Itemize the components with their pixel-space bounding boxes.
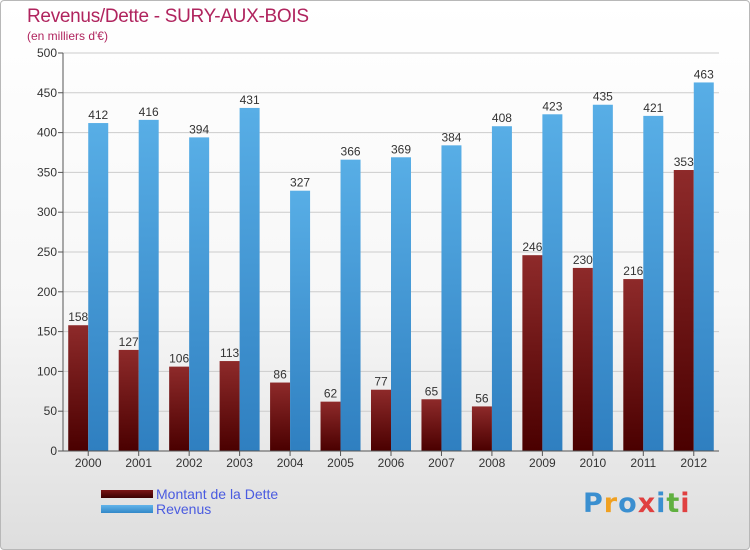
bar-debt <box>421 399 442 451</box>
data-label-revenus: 327 <box>290 176 310 190</box>
legend-label-debt: Montant de la Dette <box>156 486 279 502</box>
y-tick-label: 450 <box>37 86 57 100</box>
x-tick-label: 2010 <box>579 456 606 470</box>
bar-revenus <box>542 114 563 452</box>
bar-revenus <box>592 104 613 452</box>
data-label-revenus: 384 <box>441 130 461 144</box>
logo-letter: r <box>603 488 619 519</box>
bar-revenus <box>290 190 311 451</box>
logo-letter: i <box>656 488 667 519</box>
legend-label-revenus: Revenus <box>156 501 212 517</box>
legend-swatch-debt <box>101 490 153 498</box>
x-tick-label: 2008 <box>479 456 506 470</box>
x-tick-label: 2006 <box>378 456 405 470</box>
data-label-debt: 106 <box>169 352 189 366</box>
data-label-debt: 127 <box>119 335 139 349</box>
bar-revenus <box>239 107 260 451</box>
bar-debt <box>572 267 593 451</box>
data-label-debt: 158 <box>68 310 88 324</box>
data-label-revenus: 394 <box>189 122 209 136</box>
data-label-revenus: 435 <box>593 90 613 104</box>
bar-revenus <box>340 159 361 451</box>
bar-debt <box>623 279 644 451</box>
logo-letter: x <box>637 488 657 519</box>
data-label-revenus: 416 <box>139 105 159 119</box>
data-label-revenus: 412 <box>88 108 108 122</box>
chart-title: Revenus/Dette - SURY-AUX-BOIS <box>27 6 309 27</box>
y-tick-label: 200 <box>37 285 57 299</box>
x-tick-label: 2011 <box>630 456 656 470</box>
logo-letter: i <box>680 488 691 519</box>
logo-letter: o <box>618 488 638 519</box>
data-label-revenus: 423 <box>542 99 562 113</box>
data-label-debt: 113 <box>220 346 239 360</box>
legend-swatch-revenus <box>101 505 153 513</box>
bar-revenus <box>189 137 210 451</box>
logo-letter: P <box>583 488 604 519</box>
data-label-revenus: 408 <box>492 111 512 125</box>
bar-revenus <box>441 145 462 451</box>
data-label-debt: 65 <box>425 384 439 398</box>
x-tick-label: 2003 <box>226 456 253 470</box>
bar-debt <box>320 401 341 451</box>
x-tick-label: 2012 <box>680 456 707 470</box>
data-label-debt: 56 <box>475 391 489 405</box>
bar-revenus <box>391 157 411 451</box>
bar-revenus <box>138 119 159 451</box>
logo-letter: t <box>666 488 681 519</box>
y-tick-label: 300 <box>37 205 57 219</box>
y-tick-label: 500 <box>37 46 57 60</box>
bar-debt <box>219 361 240 451</box>
data-label-debt: 246 <box>522 240 542 254</box>
bar-debt <box>673 170 694 451</box>
bar-debt <box>270 382 291 451</box>
proxiti-logo: Proxiti <box>583 488 691 519</box>
bar-debt <box>118 349 139 451</box>
data-label-debt: 230 <box>573 253 593 267</box>
y-tick-label: 400 <box>37 126 57 140</box>
x-tick-label: 2000 <box>75 456 102 470</box>
y-tick-label: 350 <box>37 165 57 179</box>
bar-revenus <box>491 126 512 452</box>
data-label-debt: 86 <box>273 368 287 382</box>
x-tick-label: 2004 <box>277 456 304 470</box>
data-label-debt: 216 <box>623 264 643 278</box>
bar-debt <box>471 406 492 451</box>
x-tick-label: 2007 <box>428 456 455 470</box>
y-tick-label: 0 <box>50 444 57 458</box>
bar-debt <box>522 255 543 451</box>
x-tick-label: 2009 <box>529 456 556 470</box>
bar-revenus <box>88 123 109 451</box>
data-label-debt: 62 <box>324 387 338 401</box>
x-tick-label: 2001 <box>125 456 152 470</box>
data-label-debt: 77 <box>374 375 388 389</box>
chart-subtitle: (en milliers d'€) <box>27 29 108 43</box>
data-label-revenus: 366 <box>341 145 361 159</box>
bar-debt <box>169 366 190 451</box>
data-label-revenus: 421 <box>643 101 663 115</box>
bar-debt <box>371 389 391 451</box>
bar-revenus <box>643 115 664 451</box>
bar-debt <box>68 325 89 451</box>
data-label-revenus: 431 <box>240 93 260 107</box>
y-tick-label: 250 <box>37 245 57 259</box>
data-label-revenus: 463 <box>694 67 714 81</box>
y-tick-label: 100 <box>37 364 57 378</box>
y-tick-label: 150 <box>37 325 57 339</box>
bar-revenus <box>693 82 714 452</box>
x-tick-label: 2005 <box>327 456 354 470</box>
y-tick-label: 50 <box>44 404 58 418</box>
x-tick-label: 2002 <box>176 456 203 470</box>
data-label-revenus: 369 <box>391 142 411 156</box>
data-label-debt: 353 <box>674 155 694 169</box>
